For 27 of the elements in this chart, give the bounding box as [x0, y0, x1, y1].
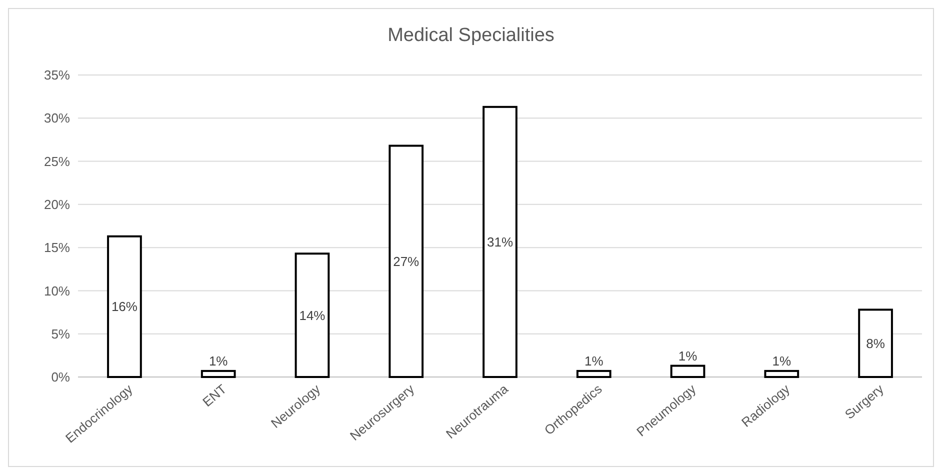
- y-tick-label: 35%: [44, 68, 70, 83]
- y-tick-label: 5%: [51, 326, 70, 342]
- bar: [858, 308, 893, 378]
- bar: [576, 370, 612, 378]
- bar: [482, 106, 518, 378]
- bar: [107, 235, 142, 378]
- bar: [764, 370, 800, 378]
- bar: [294, 252, 330, 378]
- bar: [200, 370, 236, 378]
- data-label: 1%: [772, 354, 792, 369]
- bar: [670, 364, 706, 378]
- data-label: 1%: [584, 354, 604, 369]
- data-label: 31%: [486, 234, 514, 250]
- bar: [388, 144, 424, 378]
- y-tick-label: 10%: [44, 283, 70, 298]
- data-label: 8%: [866, 336, 886, 351]
- data-label: 16%: [111, 299, 138, 314]
- data-label: 1%: [678, 348, 698, 364]
- data-label: 27%: [393, 254, 420, 269]
- chart-title: Medical Specialities: [388, 25, 554, 46]
- data-label: 14%: [299, 308, 326, 323]
- y-tick-label: 0%: [51, 370, 70, 385]
- y-tick-label: 20%: [44, 196, 70, 212]
- data-label: 1%: [208, 354, 228, 369]
- y-tick-label: 15%: [44, 240, 70, 256]
- y-tick-label: 30%: [44, 110, 70, 126]
- y-tick-label: 25%: [44, 154, 70, 169]
